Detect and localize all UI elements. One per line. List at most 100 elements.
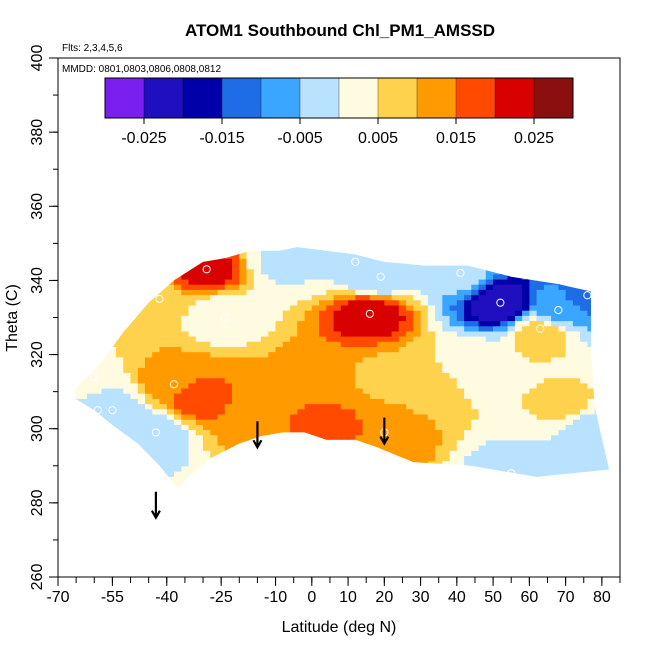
heatmap-cell (188, 325, 197, 332)
heatmap-cell (130, 382, 139, 389)
heatmap-cell (116, 486, 124, 488)
heatmap-cell (87, 419, 95, 425)
heatmap-cell (485, 247, 494, 249)
heatmap-cell (166, 434, 175, 441)
heatmap-cell (580, 408, 588, 415)
heatmap-cell (210, 304, 219, 311)
heatmap-cell (166, 341, 175, 347)
heatmap-cell (87, 460, 95, 467)
heatmap-cell (94, 304, 103, 311)
heatmap-cell (587, 450, 596, 456)
heatmap-cell (442, 268, 451, 275)
heatmap-cell (580, 481, 588, 488)
heatmap-cell (217, 419, 226, 425)
heatmap-cell (152, 268, 161, 275)
heatmap-cell (529, 341, 538, 347)
heatmap-cell (609, 273, 610, 280)
heatmap-cell (543, 294, 552, 301)
heatmap-cell (181, 253, 190, 259)
heatmap-cell (159, 258, 168, 264)
heatmap-cell (572, 471, 581, 477)
heatmap-cell (232, 471, 240, 477)
heatmap-cell (391, 481, 400, 488)
heatmap-cell (108, 351, 117, 358)
heatmap-cell (232, 429, 240, 436)
heatmap-cell (217, 330, 226, 337)
heatmap-cell (543, 284, 552, 290)
colorbar-frame (104, 77, 574, 119)
heatmap-cell (290, 284, 298, 290)
heatmap-cell (456, 413, 465, 420)
heatmap-cell (420, 387, 429, 394)
down-arrow-icon (379, 417, 390, 446)
heatmap-cell (464, 393, 472, 399)
heatmap-cell (587, 336, 596, 342)
heatmap-cell (362, 289, 371, 296)
heatmap-cell (398, 424, 407, 431)
heatmap-cell (87, 465, 95, 472)
heatmap-cell (145, 372, 153, 379)
heatmap-cell (348, 393, 356, 399)
heatmap-cell (311, 268, 320, 275)
heatmap-cell (123, 362, 132, 368)
heatmap-cell (159, 263, 168, 270)
heatmap-cell (152, 336, 161, 342)
heatmap-cell (87, 408, 95, 415)
heatmap-cell (435, 325, 443, 332)
heatmap-cell (79, 393, 88, 399)
heatmap-cell (253, 382, 262, 389)
heatmap-cell (435, 476, 443, 482)
x-tick-label: 70 (557, 589, 575, 606)
heatmap-cell (456, 336, 465, 342)
heatmap-cell (594, 294, 603, 301)
heatmap-cell (355, 294, 364, 301)
heatmap-cell (478, 465, 487, 472)
heatmap-cell (449, 310, 458, 316)
heatmap-cell (87, 429, 95, 436)
heatmap-cell (355, 268, 364, 275)
heatmap-cell (507, 424, 516, 431)
heatmap-cell (79, 476, 88, 482)
heatmap-cell (391, 387, 400, 394)
heatmap-cell (594, 320, 603, 327)
heatmap-cell (601, 351, 610, 358)
heatmap-cell (522, 460, 530, 467)
heatmap-cell (435, 450, 443, 456)
heatmap-cell (507, 356, 516, 363)
heatmap-cell (543, 299, 552, 306)
heatmap-cell (311, 476, 320, 482)
heatmap-cell (282, 351, 291, 358)
heatmap-cell (449, 465, 458, 472)
heatmap-cell (398, 273, 407, 280)
heatmap-cell (449, 413, 458, 420)
heatmap-cell (224, 398, 233, 405)
heatmap-cell (174, 471, 182, 477)
heatmap-cell (340, 346, 349, 353)
heatmap-cell (181, 486, 190, 488)
heatmap-cell (435, 263, 443, 270)
heatmap-cell (87, 258, 95, 264)
heatmap-cell (297, 351, 306, 358)
heatmap-cell (275, 408, 284, 415)
heatmap-cell (485, 424, 494, 431)
heatmap-cell (384, 476, 393, 482)
heatmap-cell (369, 315, 378, 322)
heatmap-cell (166, 258, 175, 264)
heatmap-cell (348, 382, 356, 389)
heatmap-cell (319, 278, 327, 285)
heatmap-cell (217, 424, 226, 431)
heatmap-cell (76, 336, 81, 342)
heatmap-cell (609, 268, 610, 275)
heatmap-cell (442, 247, 451, 249)
heatmap-cell (493, 253, 501, 259)
heatmap-cell (217, 294, 226, 301)
heatmap-cell (601, 325, 610, 332)
heatmap-cell (449, 450, 458, 456)
heatmap-cell (384, 310, 393, 316)
heatmap-cell (529, 294, 538, 301)
heatmap-cell (152, 237, 160, 243)
heatmap-cell (355, 476, 364, 482)
heatmap-cell (587, 258, 596, 264)
heatmap-cell (355, 455, 364, 462)
heatmap-cell (123, 247, 132, 254)
